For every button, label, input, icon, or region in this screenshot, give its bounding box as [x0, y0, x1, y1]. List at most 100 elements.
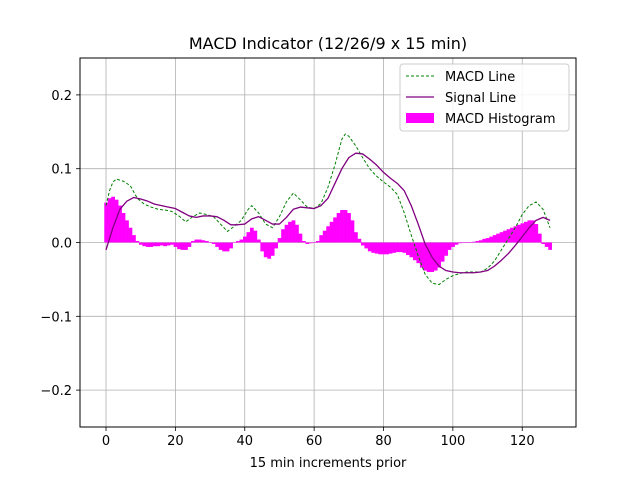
histogram-bar — [208, 242, 213, 243]
histogram-bar — [527, 220, 532, 243]
x-tick-label: 0 — [102, 434, 110, 449]
histogram-bar — [454, 242, 459, 245]
histogram-bar — [194, 239, 199, 243]
histogram-bar — [152, 242, 157, 247]
histogram-bar — [260, 242, 265, 252]
legend-swatch-macd-histogram — [406, 113, 434, 123]
histogram-bar — [315, 241, 320, 243]
histogram-bar — [374, 242, 379, 254]
histogram-bar — [329, 221, 334, 243]
histogram-bar — [138, 242, 143, 245]
histogram-bar — [541, 242, 546, 244]
y-tick-label: 0.0 — [51, 237, 72, 252]
histogram-bar — [301, 241, 306, 243]
histogram-bar — [416, 242, 421, 264]
histogram-bar — [190, 241, 195, 243]
histogram-bar — [211, 242, 216, 244]
histogram-bar — [246, 232, 251, 243]
histogram-bar — [256, 239, 261, 243]
histogram-bar — [128, 227, 133, 243]
histogram-bar — [305, 242, 310, 244]
histogram-bar — [392, 242, 396, 253]
histogram-bar — [360, 242, 365, 246]
histogram-bar — [156, 242, 161, 247]
histogram-bar — [364, 242, 369, 249]
histogram-bar — [350, 220, 355, 243]
histogram-bar — [492, 235, 497, 243]
histogram-bar — [249, 227, 254, 243]
legend: MACD Line Signal Line MACD Histogram — [399, 63, 570, 132]
histogram-bar — [517, 224, 521, 243]
histogram-bar — [426, 242, 431, 273]
histogram-bar — [510, 227, 514, 243]
histogram-bar — [121, 212, 126, 243]
legend-box — [399, 63, 570, 132]
histogram-bar — [433, 242, 438, 271]
histogram-bar — [291, 220, 296, 243]
histogram-bar — [135, 241, 140, 243]
histogram-bar — [184, 242, 188, 250]
histogram-bar — [468, 242, 473, 243]
histogram-bar — [412, 242, 417, 261]
legend-label-macd-line: MACD Line — [445, 70, 515, 85]
histogram-bar — [534, 224, 539, 243]
histogram-bar — [471, 241, 476, 243]
histogram-bar — [253, 230, 258, 243]
axis-ticks: 0 20 40 60 80 100 120 −0.2 −0.1 0.0 0.1 0.2 — [40, 89, 534, 449]
histogram-bar — [322, 230, 327, 243]
histogram-bar — [419, 242, 424, 268]
histogram-bar — [506, 229, 511, 243]
histogram-bar — [482, 238, 487, 243]
histogram-bar — [485, 238, 490, 243]
histogram-bar — [319, 235, 324, 243]
histogram-bar — [159, 242, 164, 246]
histogram-bar — [406, 242, 410, 256]
histogram-bar — [298, 233, 303, 243]
legend-label-signal-line: Signal Line — [445, 91, 516, 106]
histogram-bar — [378, 242, 383, 255]
histogram-bar — [381, 242, 386, 255]
histogram-bar — [222, 242, 226, 252]
histogram-bar — [111, 196, 115, 243]
histogram-bar — [281, 229, 285, 243]
histogram-bar — [544, 242, 549, 247]
histogram-bar — [149, 242, 154, 247]
histogram-bar — [354, 232, 358, 243]
histogram-bar — [187, 242, 192, 247]
histogram-bar — [239, 239, 244, 243]
histogram-bar — [197, 239, 202, 243]
histogram-bar — [225, 242, 230, 252]
histogram-bar — [357, 238, 362, 243]
histogram-bar — [347, 212, 351, 243]
histogram-bar — [423, 242, 428, 271]
histogram-bar — [402, 242, 407, 253]
histogram-bar — [295, 224, 299, 243]
histogram-bar — [118, 205, 122, 243]
histogram-bar — [520, 223, 525, 243]
histogram-bar — [284, 224, 289, 243]
macd-histogram — [104, 196, 553, 273]
y-tick-label: 0.1 — [51, 163, 72, 178]
histogram-bar — [496, 233, 500, 243]
histogram-bar — [447, 242, 452, 250]
histogram-bar — [312, 242, 317, 243]
histogram-bar — [437, 242, 442, 268]
histogram-bar — [229, 242, 233, 249]
y-tick-label: −0.2 — [40, 384, 72, 399]
histogram-bar — [232, 242, 237, 243]
x-tick-label: 40 — [236, 434, 253, 449]
x-tick-label: 60 — [306, 434, 323, 449]
x-tick-label: 80 — [375, 434, 392, 449]
series-lines — [105, 133, 551, 286]
histogram-bar — [499, 232, 504, 243]
histogram-bar — [513, 226, 518, 243]
histogram-bar — [458, 242, 462, 244]
macd-line-path — [105, 133, 551, 286]
histogram-bar — [440, 242, 445, 262]
histogram-bar — [132, 235, 136, 243]
histogram-bar — [163, 242, 168, 247]
histogram-bar — [461, 242, 466, 243]
histogram-bar — [270, 242, 275, 256]
histogram-bar — [201, 240, 206, 243]
histogram-bar — [145, 242, 150, 247]
